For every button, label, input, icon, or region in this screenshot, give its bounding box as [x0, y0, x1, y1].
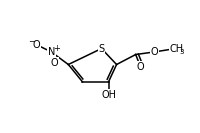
- Text: O: O: [32, 40, 40, 50]
- Text: −: −: [28, 37, 35, 46]
- Text: O: O: [50, 57, 58, 68]
- Text: OH: OH: [101, 90, 115, 100]
- Text: O: O: [150, 47, 158, 57]
- Text: CH: CH: [169, 44, 183, 55]
- Text: S: S: [98, 43, 104, 54]
- Text: 3: 3: [179, 49, 183, 55]
- Text: +: +: [53, 44, 60, 53]
- Text: O: O: [136, 62, 144, 72]
- Text: N: N: [47, 47, 55, 57]
